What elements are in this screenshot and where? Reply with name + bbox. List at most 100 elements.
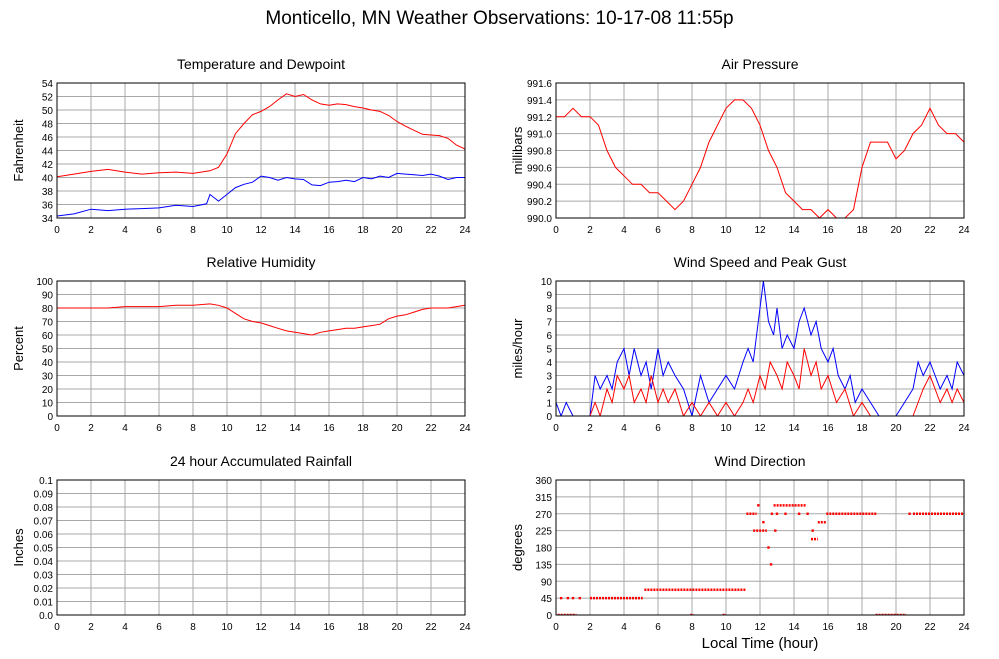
y-tick-label: 0.1	[39, 476, 53, 487]
x-tick-label: 20	[391, 225, 403, 236]
y-tick-label: 36	[42, 201, 54, 212]
series-line-1	[57, 303, 465, 336]
y-tick-label: 60	[42, 331, 54, 342]
direction-point	[797, 512, 801, 515]
x-tick-label: 14	[289, 225, 301, 236]
direction-point	[770, 512, 774, 515]
direction-point	[762, 520, 765, 524]
y-tick-label: 0.06	[34, 530, 54, 541]
y-tick-label: 5	[546, 345, 552, 356]
plot-area	[556, 281, 964, 416]
y-tick-label: 990.4	[527, 180, 552, 191]
direction-point	[559, 596, 563, 600]
x-tick-label: 2	[88, 225, 94, 236]
x-tick-label: 20	[890, 622, 902, 633]
y-tick-label: 50	[42, 345, 54, 356]
x-tick-label: 2	[587, 622, 593, 633]
y-tick-label: 40	[42, 358, 54, 369]
y-tick-label: 180	[535, 544, 552, 555]
x-tick-label: 4	[621, 622, 627, 633]
chart-title: Temperature and Dewpoint	[177, 56, 345, 72]
y-tick-label: 270	[535, 510, 552, 521]
x-tick-label: 8	[689, 622, 695, 633]
y-axis-label: degrees	[510, 524, 525, 571]
x-tick-label: 12	[754, 622, 766, 633]
x-tick-label: 12	[754, 423, 766, 434]
x-tick-label: 22	[924, 622, 936, 633]
x-tick-label: 6	[156, 423, 162, 434]
series-line-2	[57, 172, 465, 217]
x-tick-label: 14	[788, 622, 800, 633]
x-tick-label: 18	[856, 225, 868, 236]
y-tick-label: 54	[42, 79, 54, 90]
y-axis-label: Percent	[11, 326, 26, 371]
direction-point	[767, 546, 770, 549]
y-tick-label: 0.0	[39, 611, 53, 622]
chart-title: Relative Humidity	[207, 254, 316, 270]
x-tick-label: 0	[54, 423, 60, 434]
y-tick-label: 20	[42, 385, 54, 396]
y-tick-label: 48	[42, 120, 54, 131]
x-tick-label: 8	[190, 622, 196, 633]
x-tick-label: 10	[720, 225, 732, 236]
y-tick-label: 991.0	[527, 130, 552, 141]
y-tick-label: 991.4	[527, 96, 552, 107]
x-tick-label: 2	[587, 423, 593, 434]
shared-x-axis-label: Local Time (hour)	[701, 635, 819, 652]
y-tick-label: 38	[42, 187, 54, 198]
x-tick-label: 14	[788, 423, 800, 434]
plot-frame	[555, 280, 965, 417]
y-tick-label: 30	[42, 372, 54, 383]
y-tick-label: 44	[42, 147, 54, 158]
x-tick-label: 20	[391, 423, 403, 434]
x-tick-label: 10	[720, 622, 732, 633]
y-tick-label: 0.02	[34, 584, 54, 595]
x-tick-label: 24	[958, 622, 970, 633]
x-tick-label: 4	[122, 225, 128, 236]
direction-point	[784, 512, 787, 515]
x-tick-label: 6	[156, 225, 162, 236]
x-tick-label: 10	[221, 423, 233, 434]
y-tick-label: 0.07	[34, 517, 54, 528]
chart-title: Wind Speed and Peak Gust	[674, 254, 847, 270]
x-tick-label: 18	[357, 423, 369, 434]
y-tick-label: 3	[546, 372, 552, 383]
plot-area	[57, 93, 465, 217]
y-tick-label: 100	[36, 277, 53, 288]
x-tick-label: 16	[323, 423, 335, 434]
y-tick-label: 225	[535, 527, 552, 538]
y-tick-label: 991.6	[527, 79, 552, 90]
plot-area	[556, 99, 964, 218]
x-tick-label: 14	[788, 225, 800, 236]
plot-frame	[555, 82, 965, 219]
x-tick-label: 6	[655, 622, 661, 633]
y-tick-label: 80	[42, 304, 54, 315]
y-tick-label: 135	[535, 560, 552, 571]
x-tick-label: 24	[459, 225, 471, 236]
x-tick-label: 16	[323, 622, 335, 633]
x-tick-label: 4	[621, 225, 627, 236]
y-tick-label: 4	[546, 358, 552, 369]
y-tick-label: 7	[546, 318, 552, 329]
x-tick-label: 14	[289, 423, 301, 434]
direction-point	[578, 596, 581, 600]
direction-point	[566, 596, 570, 600]
x-tick-label: 8	[689, 225, 695, 236]
y-tick-label: 42	[42, 160, 54, 171]
x-tick-label: 20	[890, 225, 902, 236]
x-tick-label: 4	[122, 423, 128, 434]
x-tick-label: 6	[655, 423, 661, 434]
y-tick-label: 0	[546, 611, 552, 622]
series-line-2	[556, 348, 964, 416]
series-line-1	[556, 281, 964, 416]
x-tick-label: 6	[156, 622, 162, 633]
y-tick-label: 991.2	[527, 113, 552, 124]
x-tick-label: 10	[720, 423, 732, 434]
x-tick-label: 16	[822, 225, 834, 236]
x-tick-label: 0	[553, 423, 559, 434]
